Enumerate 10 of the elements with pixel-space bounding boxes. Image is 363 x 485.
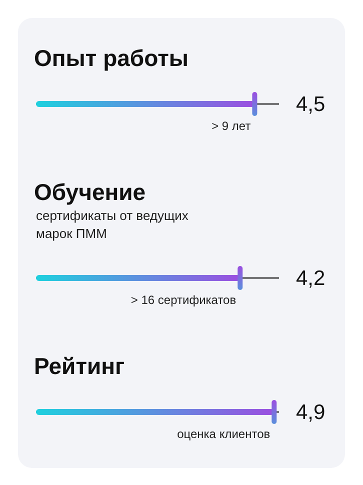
annotation: > 16 сертификатов xyxy=(130,293,236,307)
y-tick-label: Рейтинг xyxy=(34,353,125,379)
y-tick-label: Опыт работы xyxy=(34,45,189,71)
y-tick-label: Обучение xyxy=(34,179,146,205)
data-label: 4,2 xyxy=(296,267,326,290)
annotation: > 9 лет xyxy=(212,119,252,133)
annotation: оценка клиентов xyxy=(177,427,270,441)
annotation: сертификаты от ведущих марок ПММ xyxy=(36,208,189,241)
data-label: 4,5 xyxy=(296,93,326,116)
data-label: 4,9 xyxy=(296,401,326,424)
